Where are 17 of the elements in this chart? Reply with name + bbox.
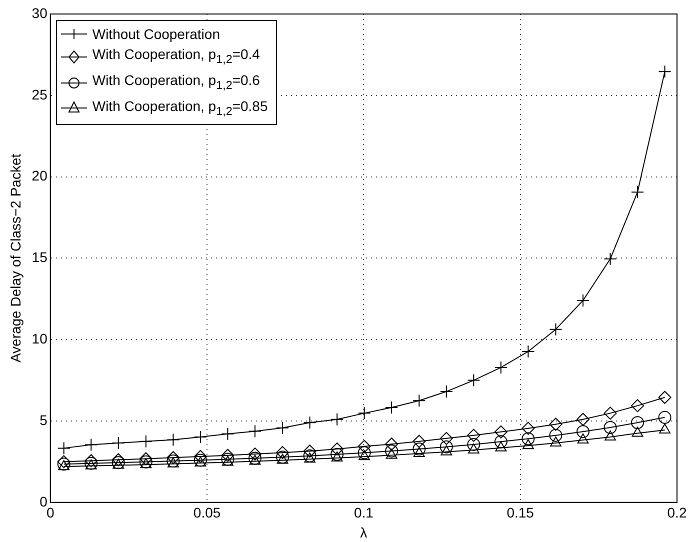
x-tick-label: 0.15 <box>506 504 534 521</box>
y-tick-label: 30 <box>32 4 48 21</box>
y-tick-label: 5 <box>40 412 48 428</box>
x-tick-label: 0.1 <box>354 504 374 521</box>
y-tick-label: 10 <box>32 330 48 346</box>
legend-label: With Cooperation, p$_{1,2}$=0.6 <box>92 70 260 94</box>
y-tick-label: 20 <box>32 168 48 184</box>
y-axis-title: Average Delay of Class−2 Packet <box>7 154 24 363</box>
y-tick-label: 25 <box>32 86 48 102</box>
y-tick-label: 0 <box>40 493 48 510</box>
legend-label: With Cooperation, p$_{1,2}$=0.4 <box>92 45 260 68</box>
x-tick-label: 0.2 <box>667 504 687 521</box>
legend-label: Without Cooperation <box>92 25 220 44</box>
y-tick-label: 15 <box>32 249 48 266</box>
x-tick-label: 0.05 <box>193 504 221 521</box>
legend-label: With Cooperation, p$_{1,2}$=0.85 <box>92 96 268 120</box>
x-axis-title: λ <box>360 524 368 540</box>
